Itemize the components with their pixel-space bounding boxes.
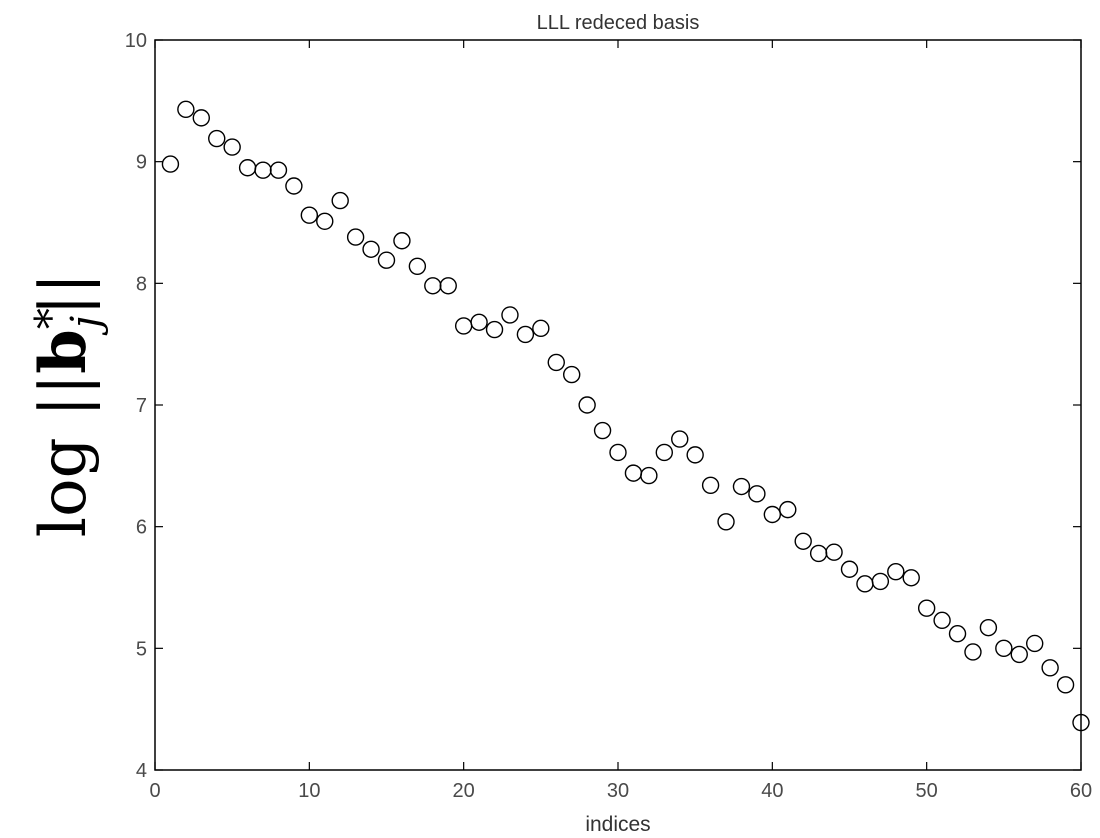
data-point (362, 240, 380, 258)
data-point (331, 191, 349, 210)
data-point (563, 365, 581, 384)
data-point (964, 643, 982, 661)
data-point (840, 560, 859, 578)
data-point (439, 277, 457, 295)
x-tick-label: 30 (607, 780, 629, 802)
x-tick-label: 40 (761, 780, 783, 802)
x-axis-label: indices (585, 813, 650, 836)
data-point (161, 155, 180, 173)
y-axis: 4 5 6 7 8 9 10 (125, 30, 1081, 782)
data-point (686, 446, 704, 464)
data-point (717, 513, 735, 531)
data-point (763, 505, 782, 524)
data-point (1056, 676, 1075, 694)
data-point (887, 562, 905, 581)
data-point (516, 325, 535, 344)
data-point (346, 228, 365, 246)
data-point (177, 100, 195, 119)
chart-title: LLL redeced basis (537, 12, 700, 34)
x-tick-label: 10 (298, 780, 320, 802)
data-point (871, 572, 890, 591)
y-tick-label: 9 (136, 152, 147, 174)
y-tick-label: 6 (136, 517, 147, 539)
y-axis-label-close-bars: || (27, 273, 101, 316)
y-axis-label-vector: b (26, 329, 101, 374)
y-axis-label-prefix: log (27, 417, 101, 537)
y-axis-label-superscript: * (26, 308, 75, 329)
data-point (902, 569, 920, 587)
data-point (1010, 645, 1028, 664)
data-point (794, 532, 812, 550)
data-point (748, 485, 766, 503)
data-point (192, 109, 211, 127)
plot-area (154, 39, 1082, 771)
data-point (979, 618, 998, 637)
data-point (501, 306, 519, 324)
data-point (779, 500, 797, 519)
data-point (655, 443, 673, 462)
data-point (825, 543, 843, 561)
data-point (316, 212, 334, 230)
data-point (995, 639, 1013, 658)
data-point (269, 161, 288, 179)
data-point (701, 476, 720, 494)
data-point (917, 599, 936, 617)
data-point (1025, 634, 1044, 653)
data-point (393, 232, 411, 250)
data-point (300, 206, 319, 224)
x-tick-label: 0 (149, 780, 160, 802)
data-point (732, 477, 751, 496)
data-point (532, 319, 550, 338)
data-point (285, 177, 303, 195)
x-tick-label: 60 (1070, 780, 1092, 802)
data-point (933, 611, 951, 630)
data-point (578, 396, 596, 414)
data-point (408, 257, 427, 275)
data-point (671, 430, 689, 448)
data-point (948, 625, 967, 643)
data-point (1041, 659, 1059, 677)
y-tick-label: 5 (136, 638, 147, 660)
x-axis: 0 10 20 30 40 50 60 (149, 40, 1092, 802)
data-point (640, 466, 658, 485)
x-tick-label: 50 (916, 780, 938, 802)
data-point (223, 138, 241, 156)
y-axis-label-open-bars: || (27, 374, 101, 417)
data-point (377, 251, 396, 269)
data-point (1072, 713, 1090, 732)
y-tick-label: 4 (136, 760, 147, 782)
y-tick-label: 10 (125, 30, 147, 52)
y-axis-label: log ||b*j|| (26, 273, 109, 538)
y-tick-label: 7 (136, 395, 147, 417)
data-points (161, 100, 1090, 732)
data-point (609, 443, 627, 462)
data-point (547, 353, 565, 372)
data-point (208, 129, 226, 148)
data-point (470, 313, 488, 331)
data-point (593, 421, 612, 440)
data-point (485, 320, 504, 339)
y-tick-label: 8 (136, 273, 147, 295)
x-tick-label: 20 (453, 780, 475, 802)
